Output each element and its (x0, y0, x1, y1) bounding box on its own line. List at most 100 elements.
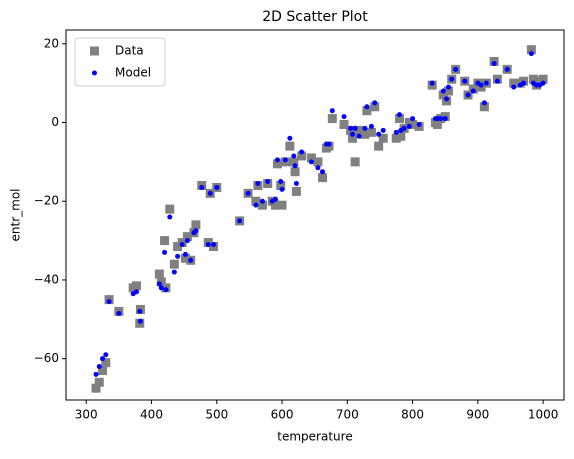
model-point (397, 112, 403, 118)
legend-label: Data (115, 44, 144, 58)
data-point (297, 151, 307, 161)
model-point (265, 179, 271, 185)
legend-swatch (90, 46, 99, 56)
x-axis-label: temperature (277, 430, 352, 444)
model-point (481, 100, 487, 106)
model-point (282, 157, 288, 163)
model-point (103, 352, 109, 358)
model-point (171, 269, 177, 275)
data-point (396, 131, 406, 141)
model-point (214, 184, 220, 190)
model-point (483, 80, 489, 86)
data-point (360, 129, 370, 139)
model-point (205, 242, 211, 248)
x-tick-label: 900 (466, 408, 489, 422)
data-point (443, 86, 453, 96)
model-point (442, 116, 448, 122)
data-point (131, 281, 141, 291)
data-point (257, 200, 267, 210)
model-point (376, 131, 382, 137)
data-point (94, 377, 104, 387)
data-point (91, 383, 101, 393)
model-point (167, 214, 173, 220)
model-point (445, 84, 451, 90)
model-point (380, 127, 386, 133)
x-tick-label: 300 (75, 408, 98, 422)
data-point (350, 157, 360, 167)
data-point (180, 253, 190, 263)
data-point (354, 125, 364, 135)
model-point (292, 163, 298, 169)
data-point (378, 133, 388, 143)
data-point (438, 90, 448, 100)
data-point (276, 180, 286, 190)
model-point (259, 198, 265, 204)
data-point (370, 102, 380, 112)
model-point (179, 242, 185, 248)
model-point (348, 125, 354, 131)
model-point (237, 218, 243, 224)
x-tick-label: 700 (336, 408, 359, 422)
model-point (279, 186, 285, 192)
y-tick-label: 0 (51, 115, 59, 129)
data-point (98, 365, 108, 375)
model-point (320, 169, 326, 175)
data-point (313, 157, 323, 167)
model-point (287, 135, 293, 141)
data-point (277, 200, 287, 210)
data-point (156, 277, 166, 287)
model-point (511, 84, 517, 90)
model-point (364, 104, 370, 110)
model-point (393, 129, 399, 135)
model-point (93, 371, 99, 377)
data-point (374, 141, 384, 151)
data-point (191, 220, 201, 230)
model-point (273, 196, 279, 202)
model-point (137, 318, 143, 324)
data-point (160, 236, 170, 246)
data-point (285, 141, 295, 151)
data-point (348, 133, 358, 143)
model-point (291, 153, 297, 159)
model-point (429, 80, 435, 86)
data-point (479, 102, 489, 112)
model-point (199, 184, 205, 190)
data-point (173, 241, 183, 251)
model-point (299, 149, 305, 155)
model-point (245, 190, 251, 196)
model-point (494, 78, 500, 84)
data-point (291, 186, 301, 196)
model-point (440, 88, 446, 94)
model-point (368, 123, 374, 129)
model-point (356, 133, 362, 139)
data-point (408, 119, 418, 129)
model-point (540, 80, 546, 86)
model-point (401, 125, 407, 131)
model-point (253, 202, 259, 208)
model-point (207, 190, 213, 196)
data-point (526, 45, 536, 55)
model-point (362, 125, 368, 131)
model-point (193, 228, 199, 234)
model-point (465, 92, 471, 98)
model-point (326, 141, 332, 147)
data-point (154, 269, 164, 279)
data-point (272, 159, 282, 169)
model-point (372, 100, 378, 106)
model-point (96, 364, 102, 370)
model-point (449, 76, 455, 82)
model-point (274, 157, 280, 163)
model-point (444, 96, 450, 102)
data-point (318, 173, 328, 183)
y-tick-label: −60 (34, 351, 59, 365)
model-point (293, 181, 299, 187)
data-point (306, 153, 316, 163)
data-point (339, 119, 349, 129)
model-point (504, 66, 510, 72)
data-point (538, 74, 548, 84)
model-point (416, 121, 422, 127)
model-point (133, 289, 139, 295)
data-point (101, 358, 111, 368)
model-point (106, 299, 112, 305)
data-point (165, 204, 175, 214)
